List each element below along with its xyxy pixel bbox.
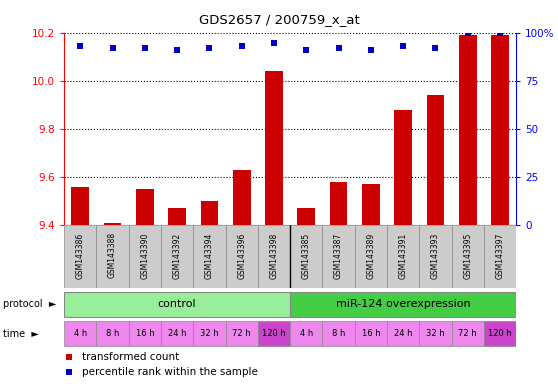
Bar	[395, 110, 412, 225]
Text: 24 h: 24 h	[394, 329, 412, 338]
Bar	[387, 225, 419, 288]
Text: 72 h: 72 h	[233, 329, 251, 338]
Point	[237, 43, 246, 50]
Bar	[129, 225, 161, 288]
Text: GSM143385: GSM143385	[302, 232, 311, 278]
Point	[327, 152, 336, 159]
Text: GSM143396: GSM143396	[237, 232, 246, 279]
Bar	[290, 225, 323, 288]
Bar	[297, 208, 315, 225]
Text: 16 h: 16 h	[362, 329, 380, 338]
Bar	[491, 35, 509, 225]
Bar	[426, 96, 444, 225]
Point	[302, 47, 311, 53]
Text: GDS2657 / 200759_x_at: GDS2657 / 200759_x_at	[199, 13, 359, 26]
Bar	[323, 321, 355, 346]
Point	[76, 43, 85, 50]
Point	[327, 292, 336, 298]
Text: GSM143393: GSM143393	[431, 232, 440, 279]
Text: control: control	[158, 299, 196, 309]
Point	[431, 45, 440, 51]
Point	[398, 43, 407, 50]
Text: 4 h: 4 h	[74, 329, 87, 338]
Point	[463, 30, 472, 36]
Text: 4 h: 4 h	[300, 329, 313, 338]
Bar	[193, 225, 225, 288]
Bar	[97, 321, 129, 346]
Bar	[161, 321, 193, 346]
Bar	[265, 71, 283, 225]
Text: 120 h: 120 h	[488, 329, 512, 338]
Point	[270, 40, 278, 46]
Text: 8 h: 8 h	[332, 329, 345, 338]
Bar	[193, 321, 225, 346]
Text: 32 h: 32 h	[426, 329, 445, 338]
Text: 32 h: 32 h	[200, 329, 219, 338]
Bar	[233, 170, 251, 225]
Text: miR-124 overexpression: miR-124 overexpression	[336, 299, 470, 309]
Point	[108, 45, 117, 51]
Bar	[330, 182, 348, 225]
Point	[496, 30, 504, 36]
Text: GSM143391: GSM143391	[398, 232, 408, 278]
Bar	[225, 225, 258, 288]
Bar	[484, 321, 516, 346]
Text: percentile rank within the sample: percentile rank within the sample	[82, 367, 258, 377]
Bar	[451, 225, 484, 288]
Bar	[419, 225, 451, 288]
Point	[367, 47, 376, 53]
Text: GSM143395: GSM143395	[463, 232, 472, 279]
Point	[172, 47, 181, 53]
Bar	[129, 321, 161, 346]
Bar	[161, 225, 193, 288]
Bar	[419, 321, 451, 346]
Bar	[136, 189, 154, 225]
Point	[141, 45, 150, 51]
Text: GSM143390: GSM143390	[141, 232, 150, 279]
Bar	[387, 321, 419, 346]
Bar	[484, 225, 516, 288]
Bar	[362, 184, 380, 225]
Bar	[71, 187, 89, 225]
Bar	[451, 321, 484, 346]
Text: GSM143398: GSM143398	[270, 232, 278, 278]
Text: 72 h: 72 h	[459, 329, 477, 338]
Bar	[258, 321, 290, 346]
Bar	[64, 225, 97, 288]
Text: protocol  ►: protocol ►	[3, 299, 56, 309]
Bar	[64, 321, 97, 346]
Bar	[200, 201, 218, 225]
Text: time  ►: time ►	[3, 329, 39, 339]
Text: GSM143392: GSM143392	[172, 232, 182, 278]
Text: GSM143387: GSM143387	[334, 232, 343, 278]
Bar	[355, 225, 387, 288]
Text: GSM143394: GSM143394	[205, 232, 214, 279]
Bar	[64, 292, 290, 316]
Point	[205, 45, 214, 51]
Text: GSM143389: GSM143389	[367, 232, 376, 278]
Text: GSM143388: GSM143388	[108, 232, 117, 278]
Bar	[355, 321, 387, 346]
Text: 120 h: 120 h	[262, 329, 286, 338]
Text: GSM143386: GSM143386	[76, 232, 85, 278]
Text: 8 h: 8 h	[106, 329, 119, 338]
Point	[334, 45, 343, 51]
Bar	[258, 225, 290, 288]
Text: 16 h: 16 h	[136, 329, 154, 338]
Bar	[290, 321, 323, 346]
Bar	[290, 292, 516, 316]
Bar	[459, 35, 477, 225]
Text: GSM143397: GSM143397	[496, 232, 504, 279]
Bar	[323, 225, 355, 288]
Bar	[104, 223, 122, 225]
Bar	[97, 225, 129, 288]
Text: 24 h: 24 h	[168, 329, 186, 338]
Text: transformed count: transformed count	[82, 352, 180, 362]
Bar	[169, 208, 186, 225]
Bar	[225, 321, 258, 346]
